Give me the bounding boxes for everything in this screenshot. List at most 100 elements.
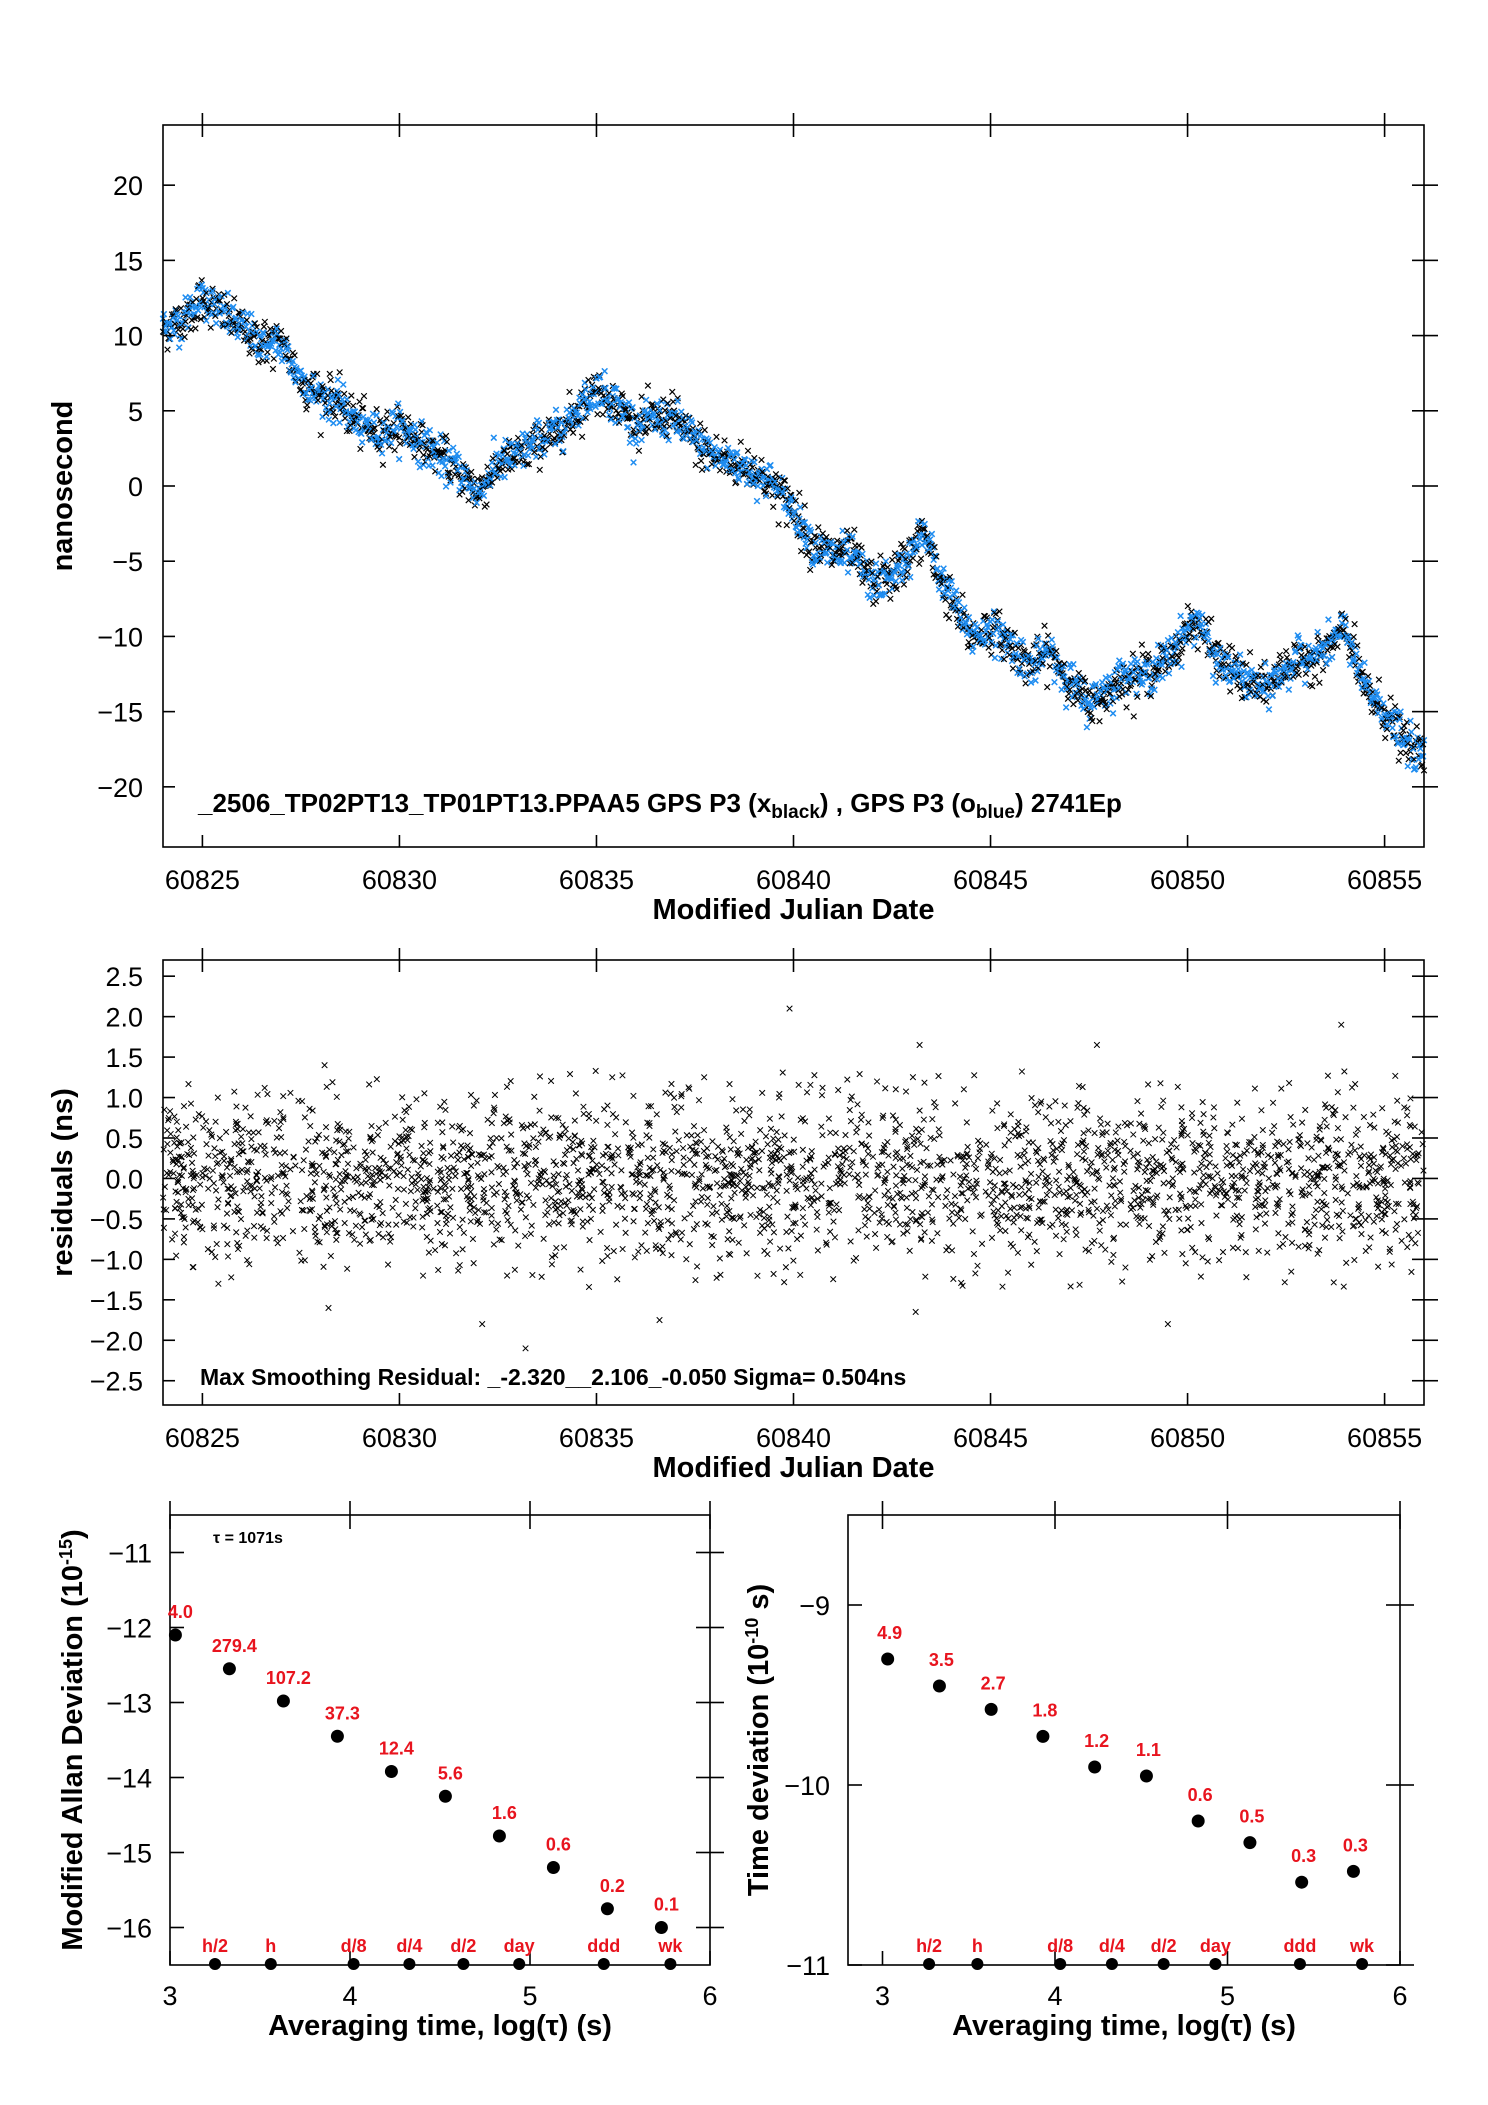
residual-point	[909, 1208, 916, 1216]
residual-point	[1258, 1149, 1265, 1156]
residual-point	[344, 1160, 352, 1167]
residual-point	[1401, 1216, 1408, 1223]
residual-point	[994, 1124, 1001, 1132]
residual-point	[847, 1118, 855, 1125]
phase-point-blue	[437, 431, 444, 438]
residual-point	[469, 1235, 477, 1243]
residual-point	[586, 1236, 593, 1244]
residual-point	[825, 1209, 832, 1216]
residual-point	[535, 1138, 542, 1145]
residual-point	[1200, 1171, 1207, 1179]
residual-point	[970, 1160, 978, 1167]
residual-point	[326, 1204, 333, 1211]
residual-point	[1196, 1165, 1203, 1173]
residual-point	[1121, 1138, 1128, 1146]
residual-point	[190, 1134, 197, 1141]
phase-point-black	[383, 415, 390, 422]
residual-point	[572, 1090, 580, 1097]
residual-point	[467, 1091, 475, 1099]
phase-point-black	[566, 388, 573, 396]
residual-point	[1358, 1211, 1365, 1218]
phase-point-black	[663, 432, 671, 440]
phase-point-black	[701, 426, 708, 434]
residual-point	[884, 1187, 892, 1195]
residual-point	[749, 1192, 757, 1199]
residual-point	[818, 1123, 825, 1130]
phase-point-black	[709, 447, 717, 454]
phase-point-black	[909, 554, 917, 562]
residual-point	[1067, 1283, 1074, 1290]
phase-point-blue	[935, 586, 943, 593]
residual-point	[580, 1103, 587, 1110]
phase-point-black	[716, 467, 724, 474]
residual-point	[341, 1219, 348, 1227]
phase-point-blue	[1253, 671, 1260, 679]
residual-point	[643, 1200, 651, 1208]
residual-point	[493, 1134, 500, 1142]
phase-point-blue	[1142, 668, 1149, 676]
residual-point	[405, 1103, 413, 1110]
phase-point-black	[499, 465, 507, 473]
residual-point	[180, 1233, 188, 1241]
residual-point	[233, 1103, 240, 1110]
residual-point	[1324, 1216, 1331, 1224]
phase-point-blue	[1285, 686, 1293, 693]
residual-point	[1155, 1124, 1162, 1131]
phase-point-blue	[378, 450, 386, 457]
residual-point	[778, 1113, 785, 1120]
residual-point	[1400, 1155, 1408, 1162]
residual-point	[1339, 1228, 1346, 1235]
residual-point	[185, 1195, 192, 1203]
residual-point	[771, 1140, 778, 1147]
phase-point-black	[1311, 673, 1319, 680]
residual-point	[1321, 1116, 1328, 1124]
residual-point	[766, 1203, 773, 1210]
phase-point-blue	[951, 590, 958, 598]
residual-point	[690, 1226, 698, 1233]
residual-point	[770, 1229, 778, 1236]
phase-point-blue	[1204, 629, 1212, 637]
phase-point-black	[859, 579, 866, 586]
phase-point-blue	[373, 411, 380, 419]
phase-point-black	[1397, 749, 1404, 756]
phase-point-blue	[473, 499, 481, 507]
residual-point	[729, 1095, 736, 1103]
residual-point	[718, 1200, 725, 1208]
residual-point	[907, 1215, 914, 1223]
residual-point	[1222, 1189, 1230, 1197]
phase-point-blue	[316, 387, 324, 394]
residual-point	[1404, 1243, 1411, 1251]
residual-point	[1173, 1144, 1180, 1151]
residual-point	[912, 1189, 919, 1196]
phase-point-blue	[224, 289, 232, 297]
residual-point	[1296, 1132, 1304, 1139]
phase-point-blue	[339, 381, 347, 388]
phase-point-blue	[1325, 616, 1332, 623]
residual-point	[295, 1097, 302, 1104]
residual-point	[426, 1160, 433, 1168]
residual-point	[395, 1212, 402, 1219]
residual-point	[1101, 1158, 1108, 1165]
phase-point-black	[396, 440, 404, 447]
residual-point	[1234, 1099, 1241, 1106]
residual-point	[983, 1141, 990, 1148]
phase-point-black	[1011, 629, 1019, 637]
residual-point	[604, 1121, 611, 1129]
phase-point-black	[197, 315, 205, 323]
phase-point-blue	[575, 422, 582, 429]
phase-point-blue	[892, 577, 900, 585]
residual-point	[1265, 1175, 1273, 1182]
phase-point-black	[344, 400, 352, 407]
residual-point	[1345, 1151, 1352, 1158]
phase-point-black	[541, 446, 549, 453]
residual-point	[686, 1156, 693, 1163]
residual-point	[799, 1163, 806, 1170]
phase-point-black	[786, 504, 793, 512]
phase-point-black	[883, 580, 891, 588]
residual-point	[1285, 1158, 1292, 1165]
residual-point	[1206, 1190, 1214, 1197]
residual-point	[185, 1201, 192, 1209]
residual-point	[847, 1164, 854, 1171]
residual-point	[399, 1094, 406, 1101]
residual-point	[511, 1185, 519, 1192]
